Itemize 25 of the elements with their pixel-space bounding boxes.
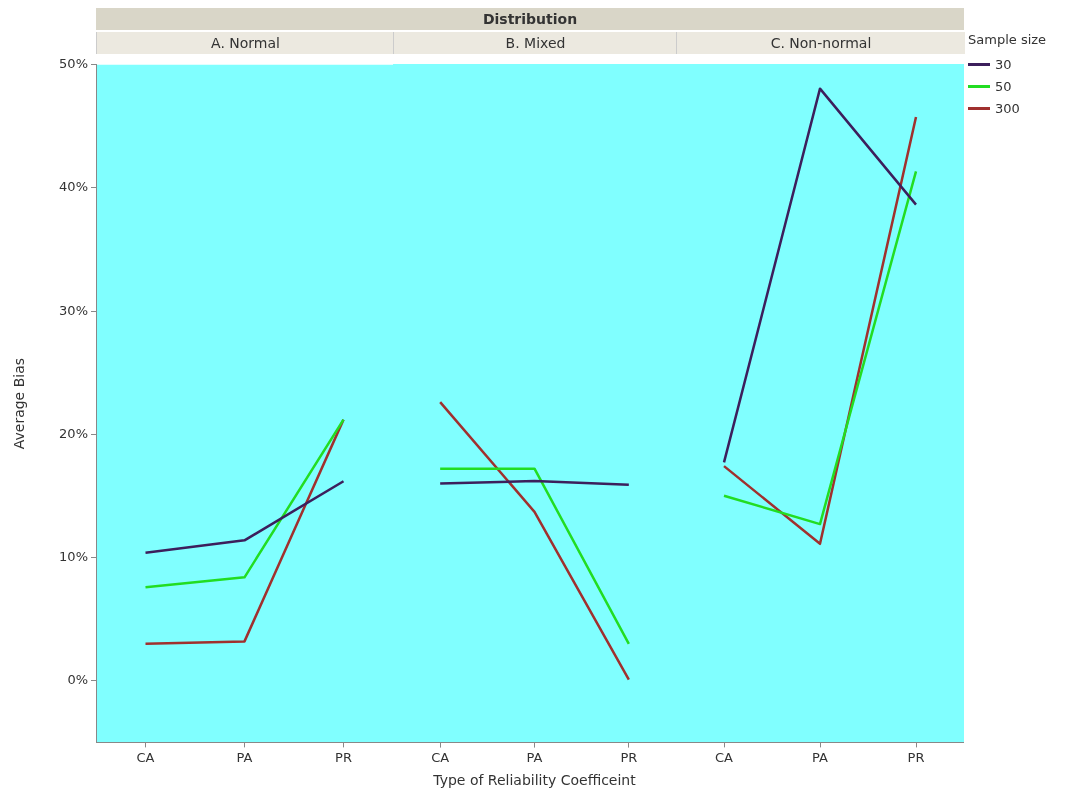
x-tick-label: CA <box>136 749 155 765</box>
x-tick-label: PR <box>335 749 352 765</box>
legend-title: Sample size <box>968 32 1048 47</box>
legend-label: 30 <box>995 56 1012 72</box>
x-tick-label: PA <box>236 749 253 765</box>
chart-subtitle: B. Mixed <box>393 32 677 54</box>
chart-subtitle: C. Non-normal <box>676 32 965 54</box>
y-tick-label: 50% <box>59 56 88 72</box>
y-tick-label: 40% <box>59 179 88 195</box>
legend-label: 300 <box>995 100 1020 116</box>
x-tick-label: PA <box>526 749 543 765</box>
chart-subtitle: A. Normal <box>96 32 394 54</box>
y-axis-title: Average Bias <box>11 357 28 450</box>
legend-label: 50 <box>995 78 1012 94</box>
y-tick-label: 20% <box>59 425 88 441</box>
y-tick-label: 0% <box>67 672 88 688</box>
chart-title: Distribution <box>96 8 964 30</box>
x-tick-label: PR <box>907 749 925 765</box>
x-tick-label: PR <box>620 749 638 765</box>
x-tick-label: CA <box>431 749 450 765</box>
y-tick-label: 10% <box>59 548 88 564</box>
x-tick-label: PA <box>812 749 829 765</box>
x-axis-title: Type of Reliability Coefficeint <box>432 772 637 789</box>
x-tick-label: CA <box>715 749 734 765</box>
y-tick-label: 30% <box>59 302 88 318</box>
